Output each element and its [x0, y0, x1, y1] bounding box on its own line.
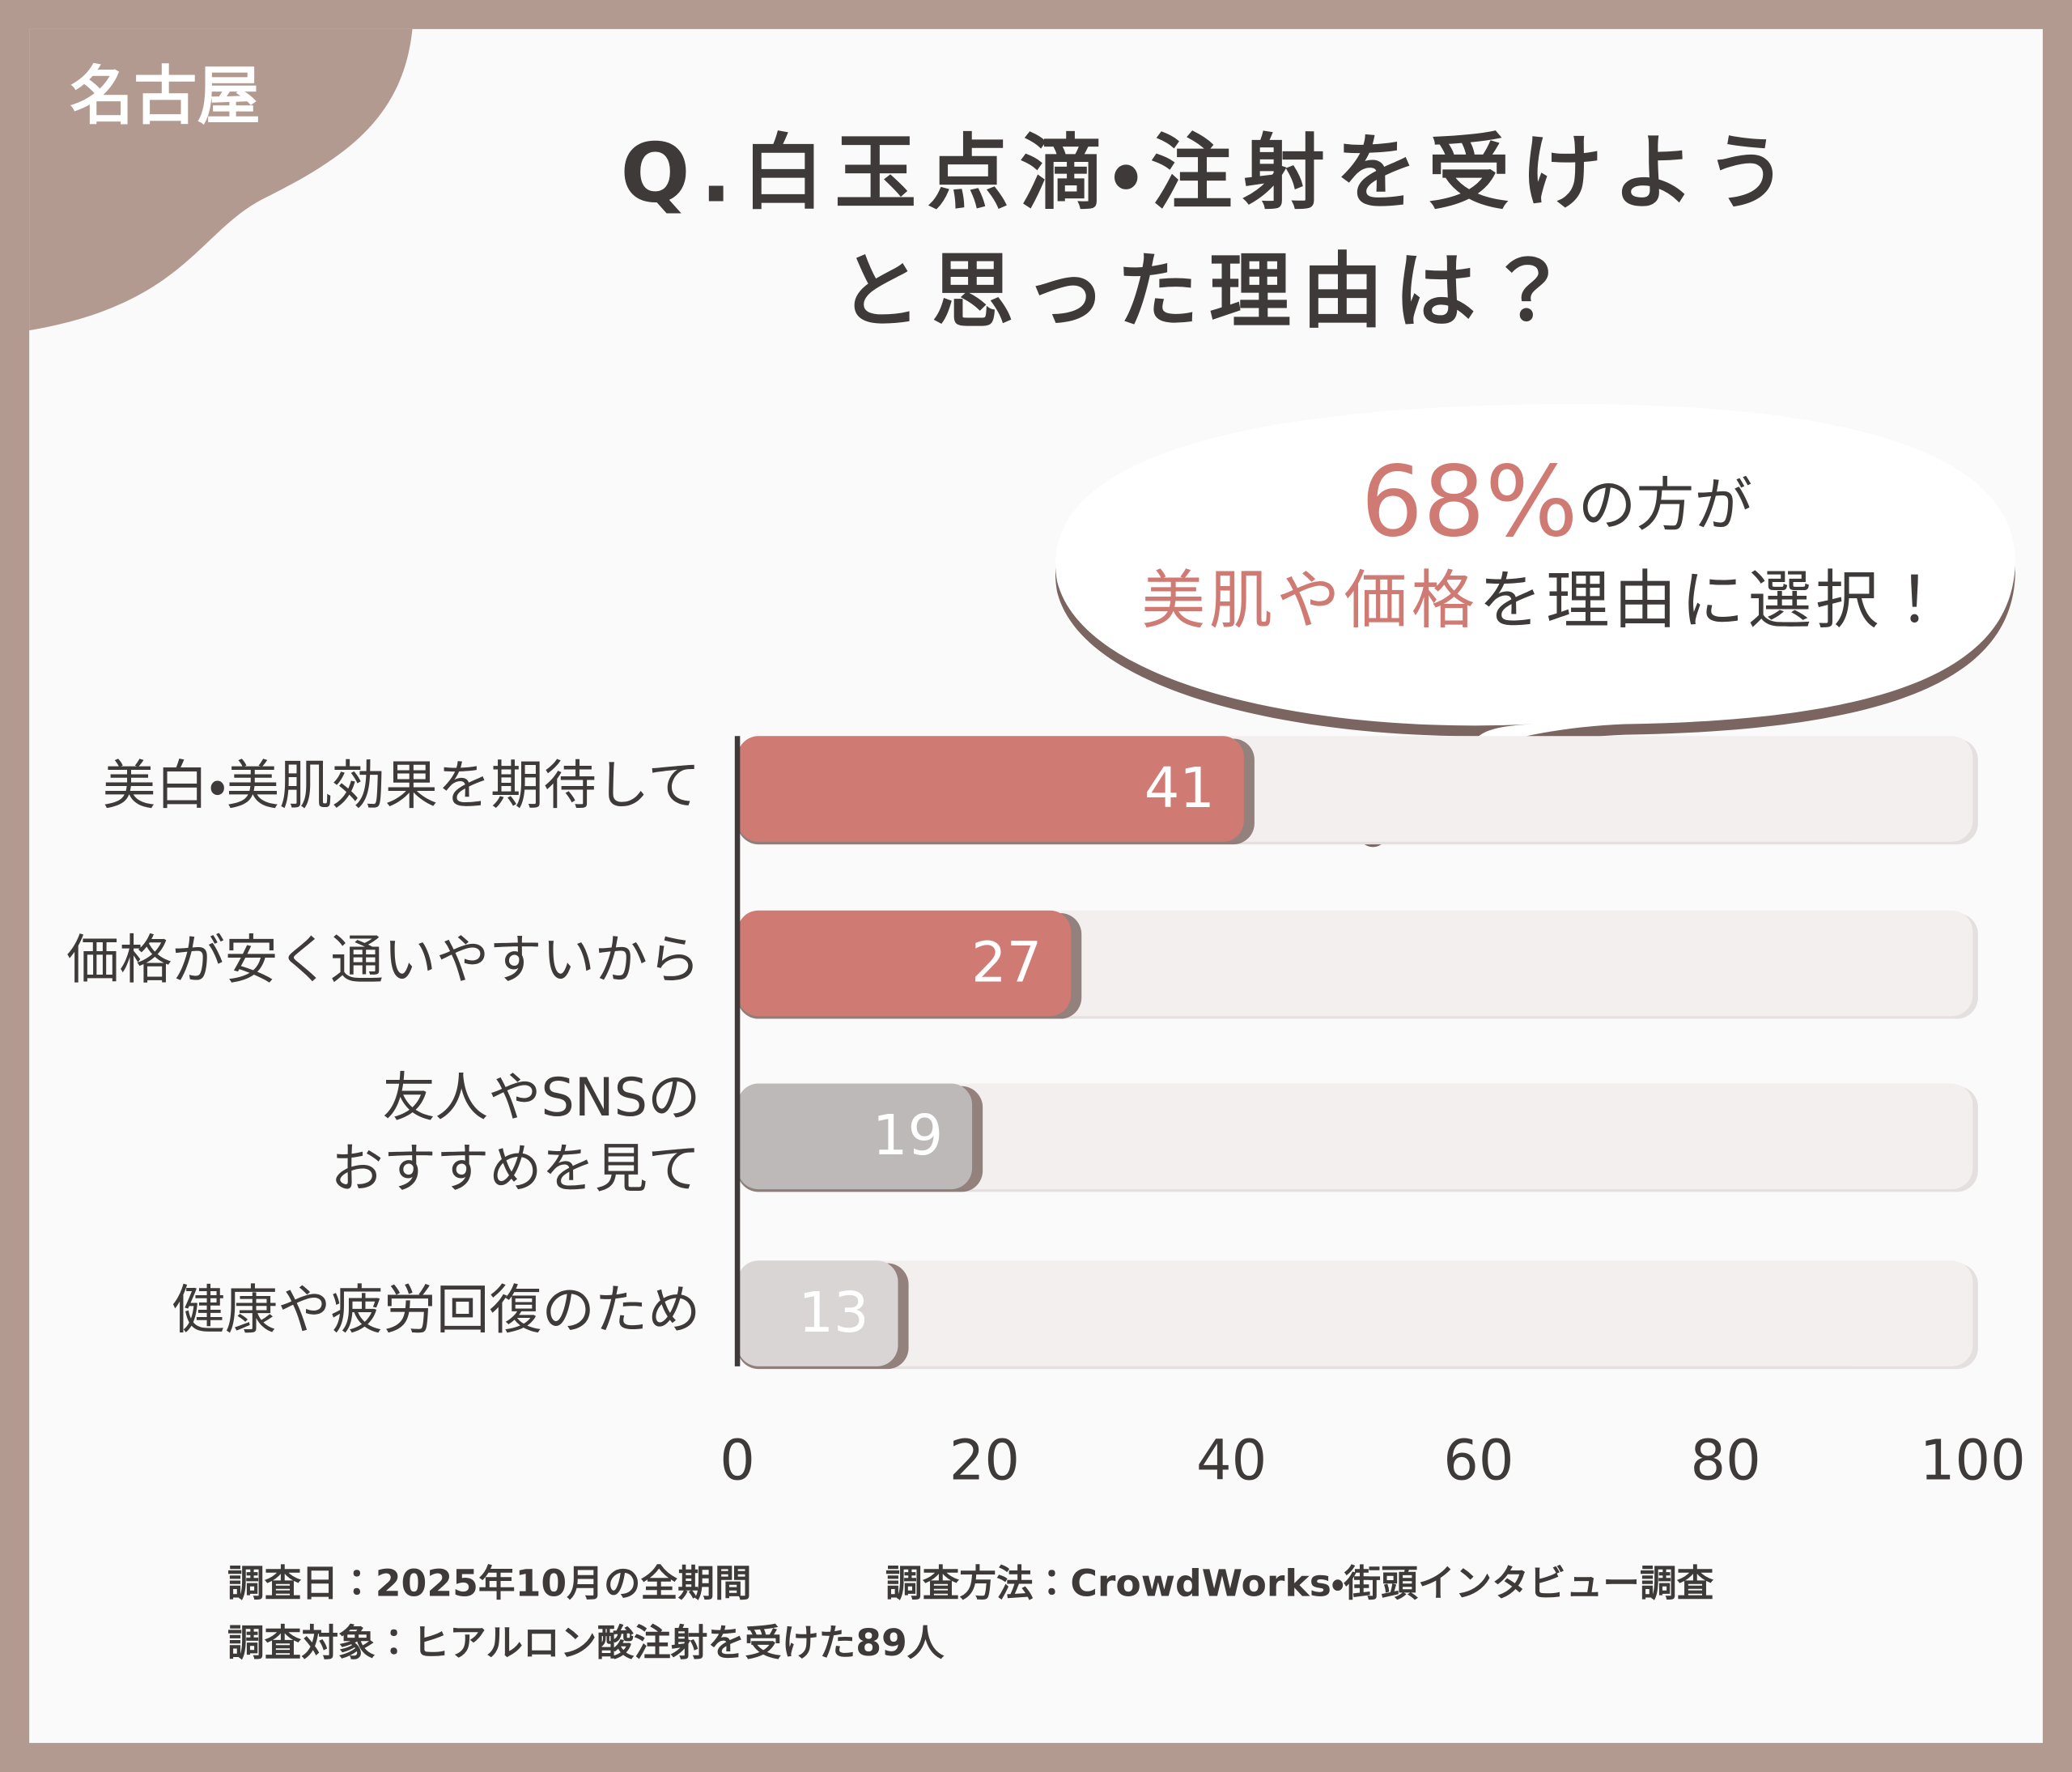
- footnote: 調査対象：ヒアルロン酸注射を受けた89人: [227, 1621, 945, 1664]
- corner-blob: [29, 28, 413, 331]
- text-line: おすすめを見て: [330, 1138, 700, 1200]
- value-label: 41: [1144, 756, 1215, 821]
- x-tick-label: 0: [720, 1429, 755, 1494]
- bar: [737, 1260, 898, 1366]
- bar: [737, 910, 1072, 1017]
- text-line: 友人やSNSの: [383, 1067, 701, 1128]
- bar-track: [737, 1260, 1973, 1366]
- y-tick-label: 美白・美肌効果を期待して: [103, 755, 700, 817]
- bubble: [1055, 404, 2015, 756]
- y-tick-label: 健康や疲労回復のため: [172, 1280, 701, 1341]
- x-tick-label: 40: [1196, 1429, 1267, 1494]
- bar: [737, 1083, 973, 1190]
- annotation-text: の方が: [1578, 470, 1752, 538]
- x-tick-label: 100: [1920, 1429, 2026, 1494]
- text-line: Q.白玉点滴・注射を受けよう: [620, 125, 1798, 220]
- y-tick-label: 価格が安く通いやすいから: [66, 929, 700, 991]
- annotation-line-1: 68%の方が: [1361, 446, 1752, 559]
- x-tick-label: 60: [1443, 1429, 1514, 1494]
- annotation-highlight: 68%: [1361, 446, 1577, 559]
- bar: [737, 736, 1244, 842]
- footnote: 調査日：2025年10月の全期間: [227, 1562, 752, 1604]
- text-line: と思った理由は？: [839, 244, 1579, 339]
- y-tick-label: 友人やSNSのおすすめを見て: [330, 1067, 700, 1200]
- corner-label: 名古屋: [70, 60, 261, 134]
- x-tick-label: 20: [949, 1429, 1020, 1494]
- value-label: 13: [798, 1281, 868, 1345]
- chart-title: Q.白玉点滴・注射を受けようと思った理由は？: [620, 125, 1798, 339]
- footnote: 調査方法：CrowdWorks・街頭インタビュー調査: [885, 1562, 1714, 1604]
- annotation-highlight: 美肌や価格: [1142, 564, 1479, 638]
- value-label: 19: [873, 1103, 943, 1168]
- x-tick-label: 80: [1690, 1429, 1760, 1494]
- annotation-text: を理由に選択！: [1479, 564, 1951, 638]
- bar-track: [737, 1083, 1973, 1190]
- annotation-line-2: 美肌や価格を理由に選択！: [1142, 564, 1951, 638]
- panel: [29, 28, 2043, 1744]
- plot-area: 0 20 40 60 80 100 41 美白・美肌効果を期待して 27 価格が安く通いやすいから…: [66, 736, 2026, 1494]
- value-label: 27: [971, 930, 1042, 995]
